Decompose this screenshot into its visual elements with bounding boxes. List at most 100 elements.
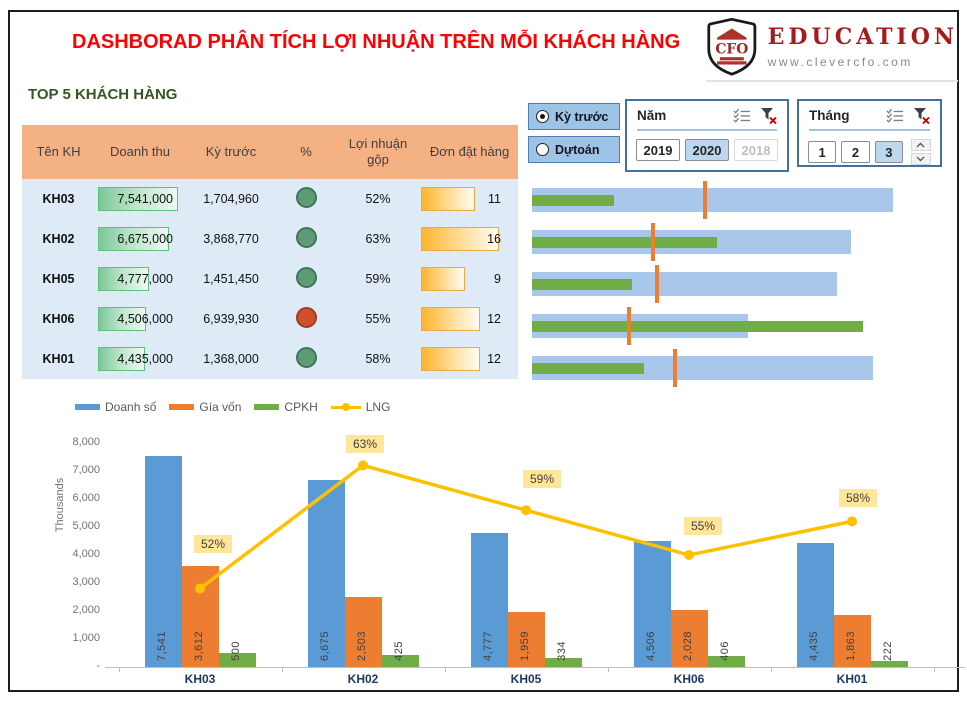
month-button-1[interactable]: 1 xyxy=(808,141,837,163)
bullet-inner-bar xyxy=(532,195,614,206)
column-header-5: Lợi nhuận gộp xyxy=(348,135,408,167)
year-slicer-icons xyxy=(733,107,777,124)
status-cell xyxy=(277,347,335,371)
orders-value: 12 xyxy=(487,312,501,326)
axis-boundary-tick xyxy=(607,667,609,672)
y-axis-tick: 3,000 xyxy=(72,576,100,588)
year-button-2020[interactable]: 2020 xyxy=(685,139,729,161)
bar-value-label: 7,541 xyxy=(156,630,168,661)
bar-value-label: 3,612 xyxy=(193,630,205,661)
radio-unselected-icon[interactable] xyxy=(536,143,549,156)
y-axis-tick: 1,000 xyxy=(72,632,100,644)
multiselect-icon[interactable] xyxy=(733,108,751,123)
column-header-1: Tên KH xyxy=(36,143,81,159)
lng-data-label: 55% xyxy=(683,517,723,535)
bar-gía-vốn xyxy=(508,612,545,667)
status-circle-icon xyxy=(295,187,317,208)
bar-gía-vốn xyxy=(345,596,382,667)
revenue-databar xyxy=(98,187,178,211)
bar-value-label: 222 xyxy=(882,641,894,661)
customer-name-cell: KH01 xyxy=(42,352,75,366)
table-row: KH03 7,541,000 1,704,960 52% 11 xyxy=(22,179,518,219)
legend-line-marker xyxy=(330,403,361,411)
gross-margin-cell: 55% xyxy=(365,312,391,326)
radio-selected-icon[interactable] xyxy=(536,110,549,123)
table-body: KH03 7,541,000 1,704,960 52% 11 KH02 6,675,000… xyxy=(22,179,518,379)
axis-boundary-tick xyxy=(118,667,120,672)
bar-doanh-số xyxy=(145,455,182,667)
revenue-cell: 4,506,000 xyxy=(95,299,185,339)
x-axis-label: KH06 xyxy=(673,672,705,686)
revenue-value: 4,777,000 xyxy=(117,272,173,286)
month-button-3[interactable]: 3 xyxy=(874,141,903,163)
clear-filter-icon[interactable] xyxy=(913,107,930,124)
bullet-row-KH01 xyxy=(532,348,952,390)
bullet-target-marker xyxy=(655,265,659,303)
x-axis-label: KH05 xyxy=(510,672,542,686)
page-border xyxy=(8,10,959,692)
scroll-up-button[interactable] xyxy=(910,139,931,151)
orders-value: 11 xyxy=(488,192,501,206)
status-circle-icon xyxy=(295,347,317,368)
period-option-label: Dựtoán xyxy=(555,142,600,157)
legend-item: Gía vốn xyxy=(169,400,241,414)
combo-chart: Doanh số Gía vốn CPKH LNG 8,000 7,000 6,000 5,0… xyxy=(30,395,965,695)
lng-data-label: 63% xyxy=(345,435,385,454)
month-button-2[interactable]: 2 xyxy=(841,141,870,163)
axis-boundary-tick xyxy=(933,667,935,672)
multiselect-icon[interactable] xyxy=(886,108,904,123)
revenue-databar xyxy=(98,307,146,331)
revenue-value: 6,675,000 xyxy=(117,232,173,246)
table-row: KH06 4,506,000 6,939,930 55% 12 xyxy=(22,299,518,339)
gross-margin-cell: 52% xyxy=(365,192,391,206)
scroll-down-button[interactable] xyxy=(910,153,931,165)
clear-filter-icon[interactable] xyxy=(760,107,777,124)
revenue-databar xyxy=(98,227,169,251)
status-cell xyxy=(277,227,335,251)
gross-margin-cell: 63% xyxy=(365,232,391,246)
customer-name-cell: KH05 xyxy=(42,272,75,286)
x-axis-label: KH03 xyxy=(184,672,216,686)
period-option-label: Kỳ trước xyxy=(555,109,609,124)
customer-name-cell: KH03 xyxy=(42,192,75,206)
year-button-2018[interactable]: 2018 xyxy=(734,139,778,161)
y-axis-tick: 7,000 xyxy=(72,464,100,476)
year-button-2019[interactable]: 2019 xyxy=(636,139,680,161)
bar-cpkh xyxy=(382,655,419,667)
legend-item: LNG xyxy=(330,400,390,414)
bar-value-label: 2,028 xyxy=(682,630,694,661)
legend-swatch xyxy=(169,404,195,410)
brand-website: www.clevercfo.com xyxy=(767,55,913,69)
bar-value-label: 2,503 xyxy=(356,630,368,661)
orders-databar xyxy=(421,307,480,331)
year-slicer-items: 2019 2020 2018 xyxy=(627,131,787,169)
axis-boundary-tick xyxy=(770,667,772,672)
column-header-4: % xyxy=(300,143,312,159)
y-axis-tick: 8,000 xyxy=(72,436,100,448)
status-cell xyxy=(277,307,335,331)
chevron-down-icon xyxy=(916,156,925,162)
revenue-cell: 6,675,000 xyxy=(95,219,185,259)
cfo-shield-text: CFO xyxy=(715,41,748,57)
bar-gía-vốn xyxy=(834,614,871,667)
legend-label: CPKH xyxy=(284,400,318,414)
orders-databar xyxy=(421,267,465,291)
customer-name-cell: KH06 xyxy=(42,312,75,326)
prior-period-cell: 1,368,000 xyxy=(203,352,259,366)
bullet-chart xyxy=(532,180,952,390)
y-axis-title: Thousands xyxy=(54,477,66,533)
chevron-up-icon xyxy=(916,142,925,148)
period-option-1[interactable]: Kỳ trước xyxy=(528,103,620,130)
bullet-row-KH02 xyxy=(532,222,952,264)
month-slicer-icons xyxy=(886,107,930,124)
bullet-inner-bar xyxy=(532,363,644,374)
status-circle-icon xyxy=(295,267,317,288)
bar-value-label: 6,675 xyxy=(319,630,331,661)
bar-value-label: 1,959 xyxy=(519,630,531,661)
revenue-databar xyxy=(98,267,149,291)
legend-label: Doanh số xyxy=(105,400,157,414)
period-option-2[interactable]: Dựtoán xyxy=(528,136,620,163)
revenue-cell: 7,541,000 xyxy=(95,179,185,219)
top5-table: Tên KH Doanh thu Kỳ trước% Lợi nhuận gộp Đơn… xyxy=(22,125,518,379)
